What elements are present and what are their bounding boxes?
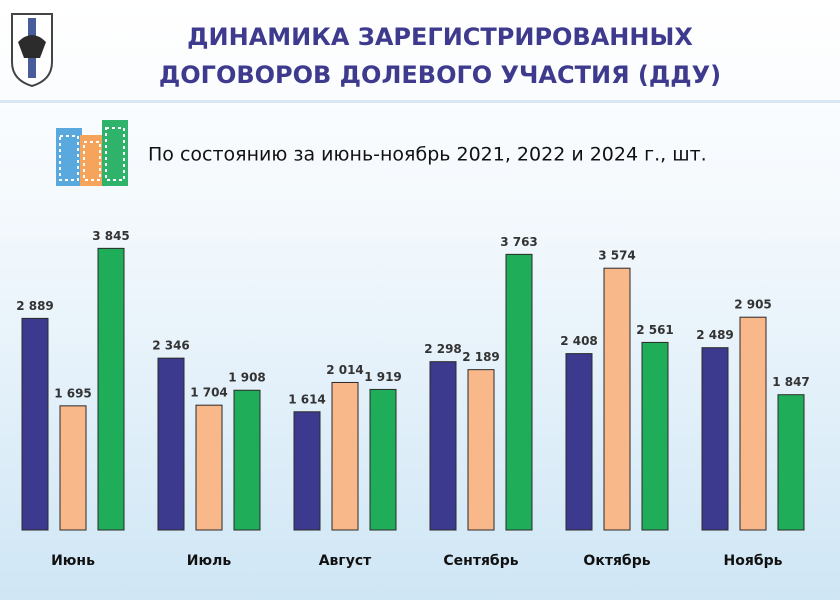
x-tick-label: Сентябрь	[443, 553, 518, 569]
value-label: 2 905	[734, 298, 772, 312]
emblem	[11, 13, 53, 88]
value-label: 3 763	[500, 235, 538, 249]
bar	[739, 316, 767, 531]
x-tick-label: Октябрь	[583, 553, 650, 569]
bar	[429, 361, 457, 531]
x-tick-label: Июнь	[51, 553, 95, 569]
chart-title: ДОГОВОРОВ ДОЛЕВОГО УЧАСТИЯ (ДДУ)	[159, 61, 721, 89]
value-label: 1 908	[228, 371, 266, 385]
bar	[331, 381, 359, 531]
bar	[195, 404, 223, 531]
bar	[565, 353, 593, 531]
value-label: 1 919	[364, 370, 402, 384]
value-label: 1 614	[288, 392, 326, 406]
bar	[505, 253, 533, 531]
bar	[777, 394, 805, 531]
bar	[701, 347, 729, 531]
bar	[21, 317, 49, 531]
value-label: 2 561	[636, 323, 674, 337]
value-label: 2 408	[560, 334, 598, 348]
value-label: 3 574	[598, 249, 636, 263]
building-icon	[56, 120, 128, 186]
value-label: 1 704	[190, 386, 228, 400]
bar	[233, 389, 261, 531]
bar	[369, 388, 397, 531]
value-label: 2 346	[152, 339, 190, 353]
bar	[97, 247, 125, 531]
value-label: 2 014	[326, 363, 364, 377]
bar	[157, 357, 185, 531]
value-label: 1 847	[772, 375, 810, 389]
bar	[467, 369, 495, 531]
chart-title: ДИНАМИКА ЗАРЕГИСТРИРОВАННЫХ	[187, 23, 693, 51]
x-tick-label: Июль	[187, 553, 232, 569]
divider	[0, 100, 840, 103]
bar	[641, 341, 669, 531]
x-tick-label: Ноябрь	[724, 553, 783, 569]
bar	[293, 411, 321, 531]
value-label: 2 189	[462, 350, 500, 364]
value-label: 2 889	[16, 299, 54, 313]
chart-subtitle: По состоянию за июнь-ноябрь 2021, 2022 и…	[148, 144, 707, 166]
bar	[603, 267, 631, 531]
bar	[59, 405, 87, 531]
value-label: 1 695	[54, 386, 92, 400]
value-label: 3 845	[92, 229, 130, 243]
value-label: 2 489	[696, 328, 734, 342]
x-tick-label: Август	[319, 553, 372, 569]
value-label: 2 298	[424, 342, 462, 356]
